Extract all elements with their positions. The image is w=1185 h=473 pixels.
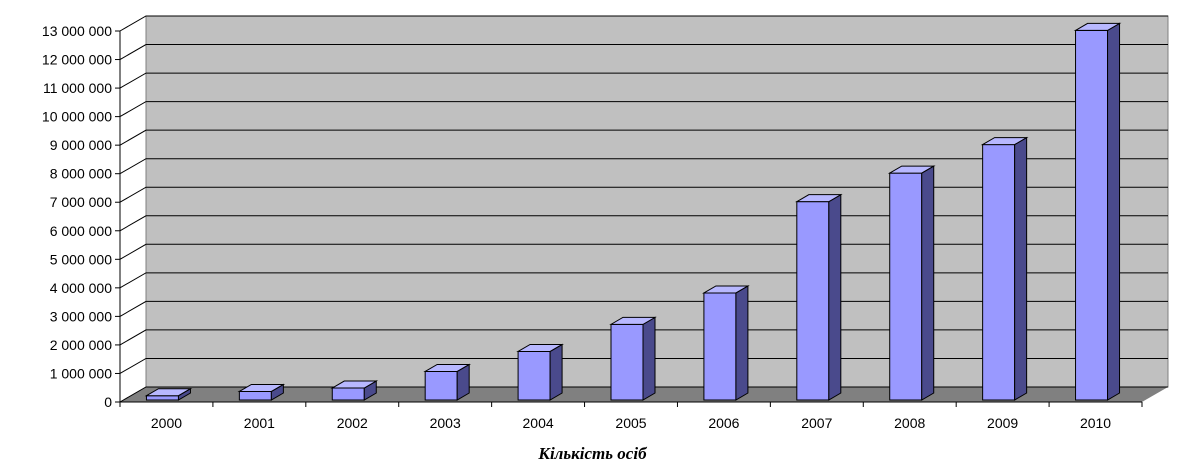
bar-side bbox=[921, 165, 935, 401]
gridline bbox=[119, 44, 1168, 60]
y-tick-label: 10 000 000 bbox=[42, 109, 112, 125]
gridline bbox=[119, 158, 1168, 175]
x-tick-label: 2006 bbox=[708, 415, 739, 431]
bar-front bbox=[703, 292, 737, 401]
bar-2003 bbox=[423, 363, 472, 401]
x-tick-label: 2003 bbox=[430, 415, 461, 431]
gridline bbox=[119, 15, 1168, 32]
bar-front bbox=[610, 323, 644, 401]
bar-2004 bbox=[516, 343, 564, 401]
bar-side bbox=[642, 316, 656, 401]
y-tick-label: 3 000 000 bbox=[50, 308, 112, 324]
gridline bbox=[119, 186, 1168, 203]
y-tick-label: 1 000 000 bbox=[50, 365, 112, 381]
x-tick-label: 2005 bbox=[615, 415, 646, 431]
y-tick-label: 4 000 000 bbox=[50, 280, 112, 296]
x-tick-label: 2010 bbox=[1080, 415, 1111, 431]
bar-top bbox=[980, 137, 1029, 146]
x-tick-label: 2007 bbox=[801, 415, 832, 431]
x-tick-label: 2004 bbox=[523, 415, 554, 431]
y-tick-label: 11 000 000 bbox=[43, 80, 112, 96]
y-tick-label: 5 000 000 bbox=[50, 251, 112, 267]
gridline bbox=[119, 129, 1168, 146]
bar-front bbox=[238, 390, 272, 401]
bar-top bbox=[330, 380, 379, 389]
bars bbox=[144, 22, 1122, 401]
x-tick-label: 2009 bbox=[987, 415, 1018, 431]
bar-2000 bbox=[144, 387, 193, 401]
gridline bbox=[119, 72, 1168, 89]
x-tick-label: 2002 bbox=[337, 415, 368, 431]
bar-top bbox=[516, 343, 564, 352]
bar-2002 bbox=[330, 380, 379, 401]
bar-2005 bbox=[609, 316, 657, 401]
bar-front bbox=[424, 370, 458, 401]
bar-side bbox=[1107, 22, 1121, 401]
bar-top bbox=[887, 165, 936, 174]
bar-top bbox=[702, 285, 750, 294]
gridline bbox=[119, 101, 1168, 118]
bar-2006 bbox=[702, 285, 750, 401]
bar-side bbox=[1014, 136, 1028, 401]
bar-front bbox=[331, 387, 365, 401]
bar-front bbox=[1075, 29, 1109, 401]
bar-front bbox=[982, 144, 1016, 401]
bar-top bbox=[144, 388, 193, 397]
x-tick-label: 2000 bbox=[151, 415, 182, 431]
bar-side bbox=[549, 343, 563, 401]
bar-top bbox=[1073, 22, 1122, 31]
bar-front bbox=[796, 201, 830, 401]
y-axis: 0 1 000 000 2 000 000 3 000 000 4 000 000 5 0… bbox=[42, 23, 121, 410]
y-tick-label: 0 bbox=[104, 394, 112, 410]
x-axis-title: Кількість осіб bbox=[538, 444, 647, 463]
x-tick-label: 2008 bbox=[894, 415, 925, 431]
bar-front bbox=[517, 350, 551, 401]
bar-front bbox=[145, 395, 179, 401]
bar-top bbox=[423, 363, 472, 372]
bar-side bbox=[828, 193, 842, 401]
bar-2009 bbox=[980, 136, 1029, 401]
bar-2008 bbox=[887, 165, 936, 401]
y-tick-label: 12 000 000 bbox=[42, 52, 112, 68]
x-axis: 2000 2001 2002 2003 2004 2005 2006 2007 2008 2009… bbox=[119, 401, 1143, 431]
bar-front bbox=[889, 172, 923, 401]
bar-side bbox=[735, 285, 749, 401]
y-tick-label: 8 000 000 bbox=[50, 166, 112, 182]
x-tick-label: 2001 bbox=[244, 415, 275, 431]
y-tick-label: 2 000 000 bbox=[50, 337, 112, 353]
bar-top bbox=[237, 383, 286, 392]
bar-2007 bbox=[794, 193, 843, 401]
y-tick-label: 6 000 000 bbox=[50, 223, 112, 239]
bar-2001 bbox=[237, 383, 286, 401]
y-tick-label: 7 000 000 bbox=[50, 194, 112, 210]
bar-top bbox=[794, 194, 843, 203]
bar-top bbox=[609, 316, 657, 325]
bar-2010 bbox=[1073, 22, 1122, 401]
y-tick-label: 9 000 000 bbox=[50, 137, 112, 153]
y-tick-label: 13 000 000 bbox=[42, 23, 112, 39]
